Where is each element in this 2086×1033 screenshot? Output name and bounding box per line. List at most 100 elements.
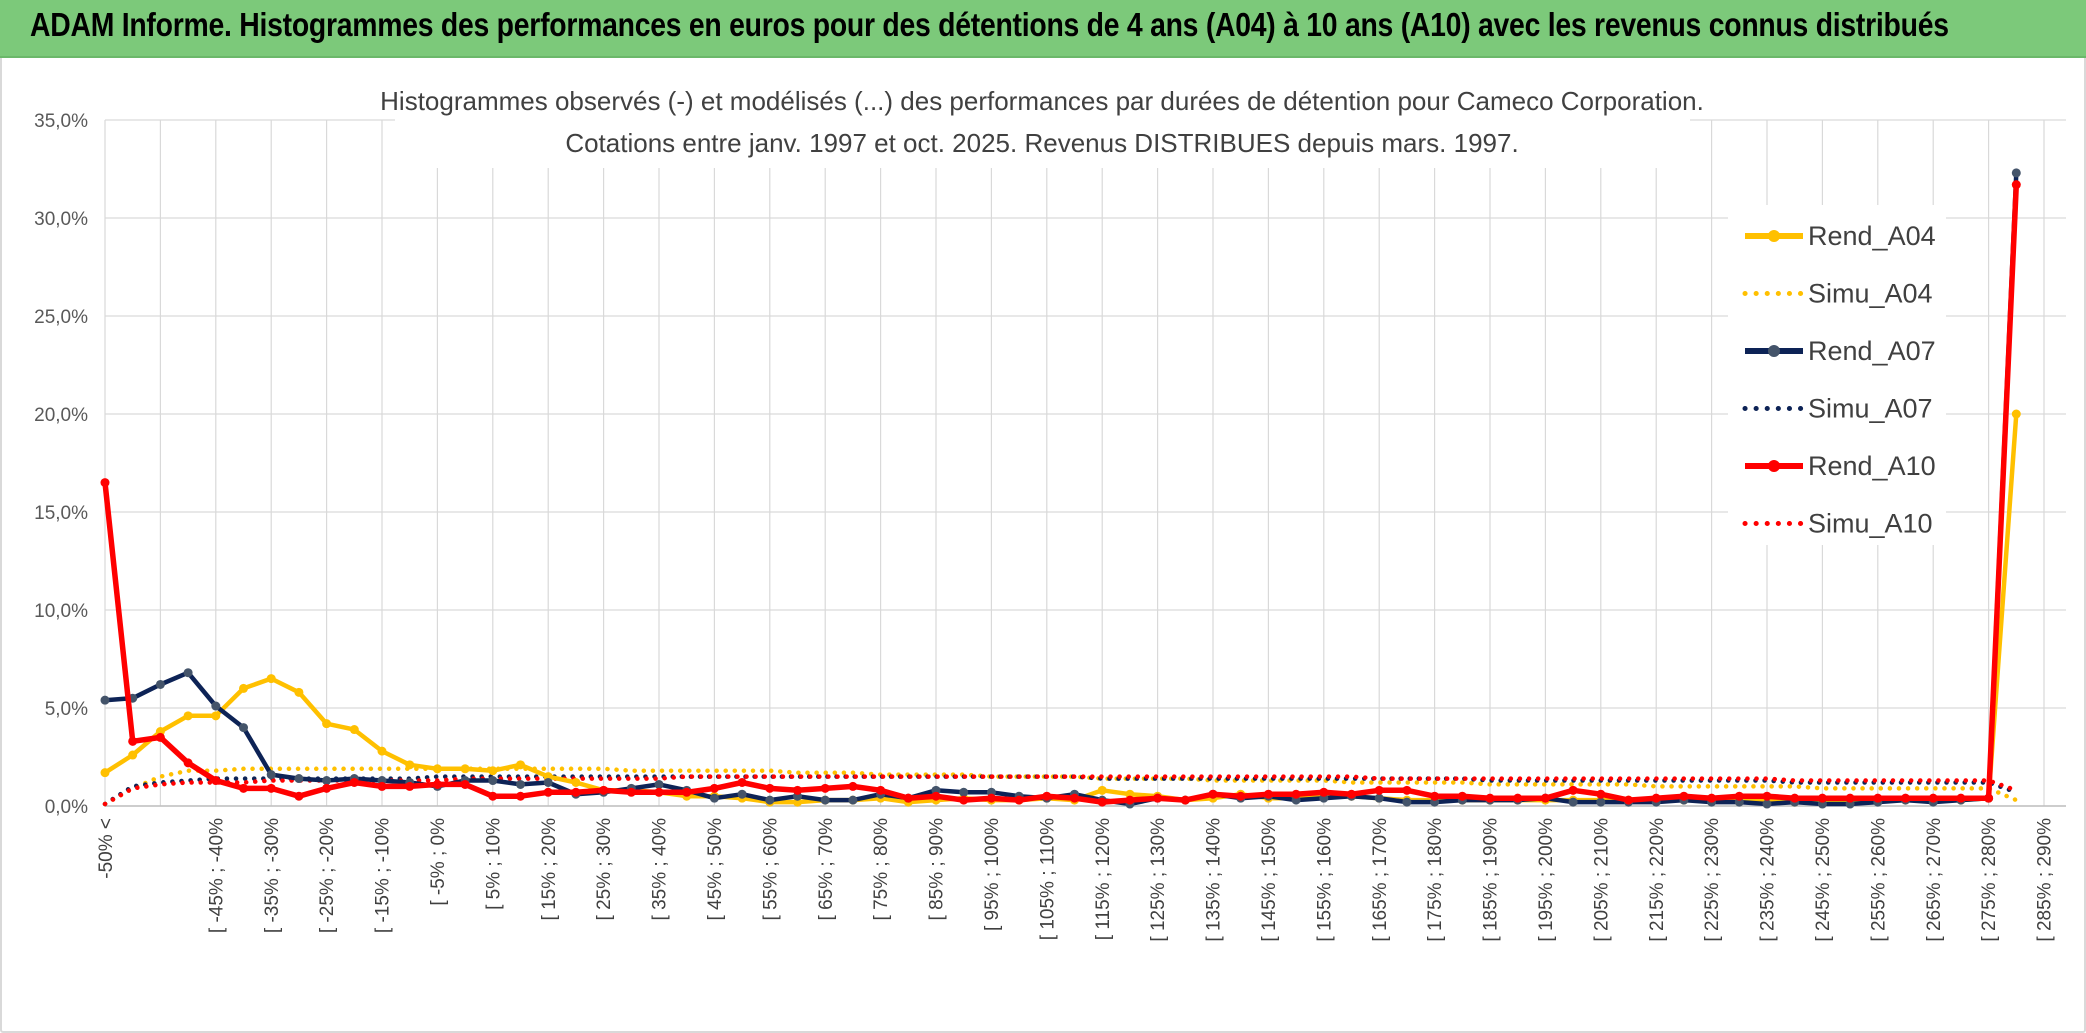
x-tick-label: [ 265% ; 270% bbox=[1924, 818, 1945, 942]
point-Rend_A07 bbox=[488, 776, 498, 786]
series-group bbox=[100, 168, 2021, 809]
point-Rend_A04 bbox=[211, 711, 221, 721]
point-Rend_A10 bbox=[1070, 793, 1079, 803]
point-Rend_A10 bbox=[349, 777, 359, 787]
point-Rend_A10 bbox=[793, 785, 802, 795]
point-Rend_A10 bbox=[239, 783, 248, 793]
point-Rend_A04 bbox=[488, 766, 498, 776]
point-Rend_A07 bbox=[1402, 797, 1412, 807]
point-Rend_A10 bbox=[2011, 180, 2021, 190]
x-tick-label: [ 115% ; 120% bbox=[1093, 818, 1114, 940]
line-Rend_A10 bbox=[102, 184, 2020, 805]
point-Rend_A10 bbox=[432, 779, 442, 789]
point-Rend_A10 bbox=[100, 478, 110, 488]
point-Rend_A04 bbox=[322, 719, 332, 729]
page-title: ADAM Informe. Histogrammes des performan… bbox=[30, 6, 1949, 43]
x-tick-label: [ 245% ; 250% bbox=[1813, 818, 1834, 942]
point-Rend_A10 bbox=[626, 787, 636, 797]
point-Rend_A10 bbox=[1707, 793, 1717, 803]
point-Rend_A10 bbox=[820, 783, 830, 793]
point-Rend_A10 bbox=[959, 795, 969, 805]
x-tick-label: [ 75% ; 80% bbox=[871, 818, 892, 921]
legend-label: Simu_A10 bbox=[1808, 509, 1933, 539]
point-Rend_A04 bbox=[1097, 785, 1107, 795]
y-tick-label: 25,0% bbox=[34, 307, 88, 328]
point-Rend_A04 bbox=[100, 768, 110, 778]
point-Rend_A10 bbox=[682, 787, 692, 797]
point-Rend_A10 bbox=[1817, 793, 1827, 803]
x-tick-label: -50% < bbox=[96, 818, 117, 879]
legend-label: Simu_A07 bbox=[1808, 394, 1933, 424]
point-Rend_A10 bbox=[1901, 793, 1910, 803]
point-Rend_A10 bbox=[1984, 793, 1994, 803]
point-Rend_A10 bbox=[903, 793, 913, 803]
chart-title-line2: Cotations entre janv. 1997 et oct. 2025.… bbox=[565, 128, 1518, 158]
point-Rend_A10 bbox=[1651, 793, 1661, 803]
point-Rend_A10 bbox=[294, 791, 304, 801]
point-Rend_A04 bbox=[294, 687, 304, 697]
legend-item-Simu_A04: Simu_A04 bbox=[1742, 279, 1933, 309]
point-Rend_A10 bbox=[1042, 791, 1052, 801]
point-Rend_A07 bbox=[1762, 799, 1772, 809]
legend-item-Rend_A07: Rend_A07 bbox=[1745, 336, 1936, 366]
x-tick-label: [ -25% ; -20% bbox=[317, 818, 338, 933]
point-Rend_A04 bbox=[266, 674, 276, 684]
point-Rend_A07 bbox=[100, 695, 110, 705]
point-Rend_A04 bbox=[183, 711, 193, 721]
x-tick-label: [ 85% ; 90% bbox=[927, 818, 948, 921]
x-tick-label: [ 165% ; 170% bbox=[1370, 818, 1391, 942]
x-tick-label: [ 205% ; 210% bbox=[1591, 818, 1612, 942]
point-Rend_A10 bbox=[1540, 793, 1550, 803]
point-Rend_A07 bbox=[848, 795, 858, 805]
point-Rend_A10 bbox=[737, 777, 747, 787]
x-tick-label: [ 5% ; 10% bbox=[483, 818, 504, 910]
point-Rend_A10 bbox=[516, 791, 525, 801]
point-Rend_A10 bbox=[1513, 793, 1523, 803]
x-tick-label: [ 285% ; 290% bbox=[2035, 818, 2056, 942]
point-Rend_A10 bbox=[1734, 791, 1744, 801]
x-tick-label: [ 125% ; 130% bbox=[1148, 818, 1169, 942]
point-Rend_A10 bbox=[460, 779, 470, 789]
x-tick-label: [ 95% ; 100% bbox=[982, 818, 1003, 931]
point-Rend_A10 bbox=[1014, 795, 1024, 805]
y-tick-label: 15,0% bbox=[34, 503, 88, 524]
point-Rend_A10 bbox=[1236, 791, 1246, 801]
chart-title-line1: Histogrammes observés (-) et modélisés (… bbox=[380, 86, 1704, 116]
y-tick-label: 10,0% bbox=[34, 601, 88, 622]
point-Rend_A07 bbox=[239, 723, 248, 733]
legend-label: Rend_A04 bbox=[1808, 221, 1936, 251]
point-Rend_A04 bbox=[460, 764, 470, 774]
point-Rend_A07 bbox=[820, 795, 830, 805]
x-tick-label: [ 135% ; 140% bbox=[1204, 818, 1225, 942]
y-tick-label: 20,0% bbox=[34, 405, 88, 426]
point-Rend_A07 bbox=[654, 779, 664, 789]
point-Rend_A07 bbox=[155, 679, 165, 689]
x-tick-label: [ -15% ; -10% bbox=[373, 818, 394, 933]
legend-item-Rend_A04: Rend_A04 bbox=[1745, 221, 1936, 251]
x-tick-label: [ 145% ; 150% bbox=[1259, 818, 1280, 942]
point-Rend_A07 bbox=[2011, 168, 2021, 178]
point-Rend_A04 bbox=[571, 777, 581, 787]
x-tick-label: [ 185% ; 190% bbox=[1481, 818, 1502, 942]
legend-marker bbox=[1768, 345, 1780, 357]
legend-item-Simu_A10: Simu_A10 bbox=[1742, 509, 1933, 539]
point-Rend_A10 bbox=[1319, 787, 1329, 797]
x-tick-label: [ 175% ; 180% bbox=[1425, 818, 1446, 942]
x-tick-label: [ 105% ; 110% bbox=[1037, 818, 1058, 940]
point-Rend_A04 bbox=[349, 725, 359, 735]
point-Rend_A10 bbox=[1568, 785, 1578, 795]
point-Rend_A10 bbox=[1125, 795, 1135, 805]
point-Rend_A10 bbox=[322, 783, 332, 793]
point-Rend_A10 bbox=[1624, 795, 1633, 805]
point-Rend_A10 bbox=[1762, 791, 1772, 801]
legend-item-Rend_A10: Rend_A10 bbox=[1745, 451, 1936, 481]
point-Rend_A07 bbox=[322, 776, 332, 786]
point-Rend_A07 bbox=[1596, 797, 1606, 807]
chart-title: Histogrammes observés (-) et modélisés (… bbox=[380, 78, 1704, 168]
point-Rend_A10 bbox=[1430, 791, 1440, 801]
point-Rend_A10 bbox=[1845, 793, 1855, 803]
point-Rend_A10 bbox=[1928, 793, 1938, 803]
point-Rend_A10 bbox=[543, 787, 553, 797]
point-Rend_A07 bbox=[1568, 797, 1578, 807]
point-Rend_A10 bbox=[1291, 789, 1301, 799]
